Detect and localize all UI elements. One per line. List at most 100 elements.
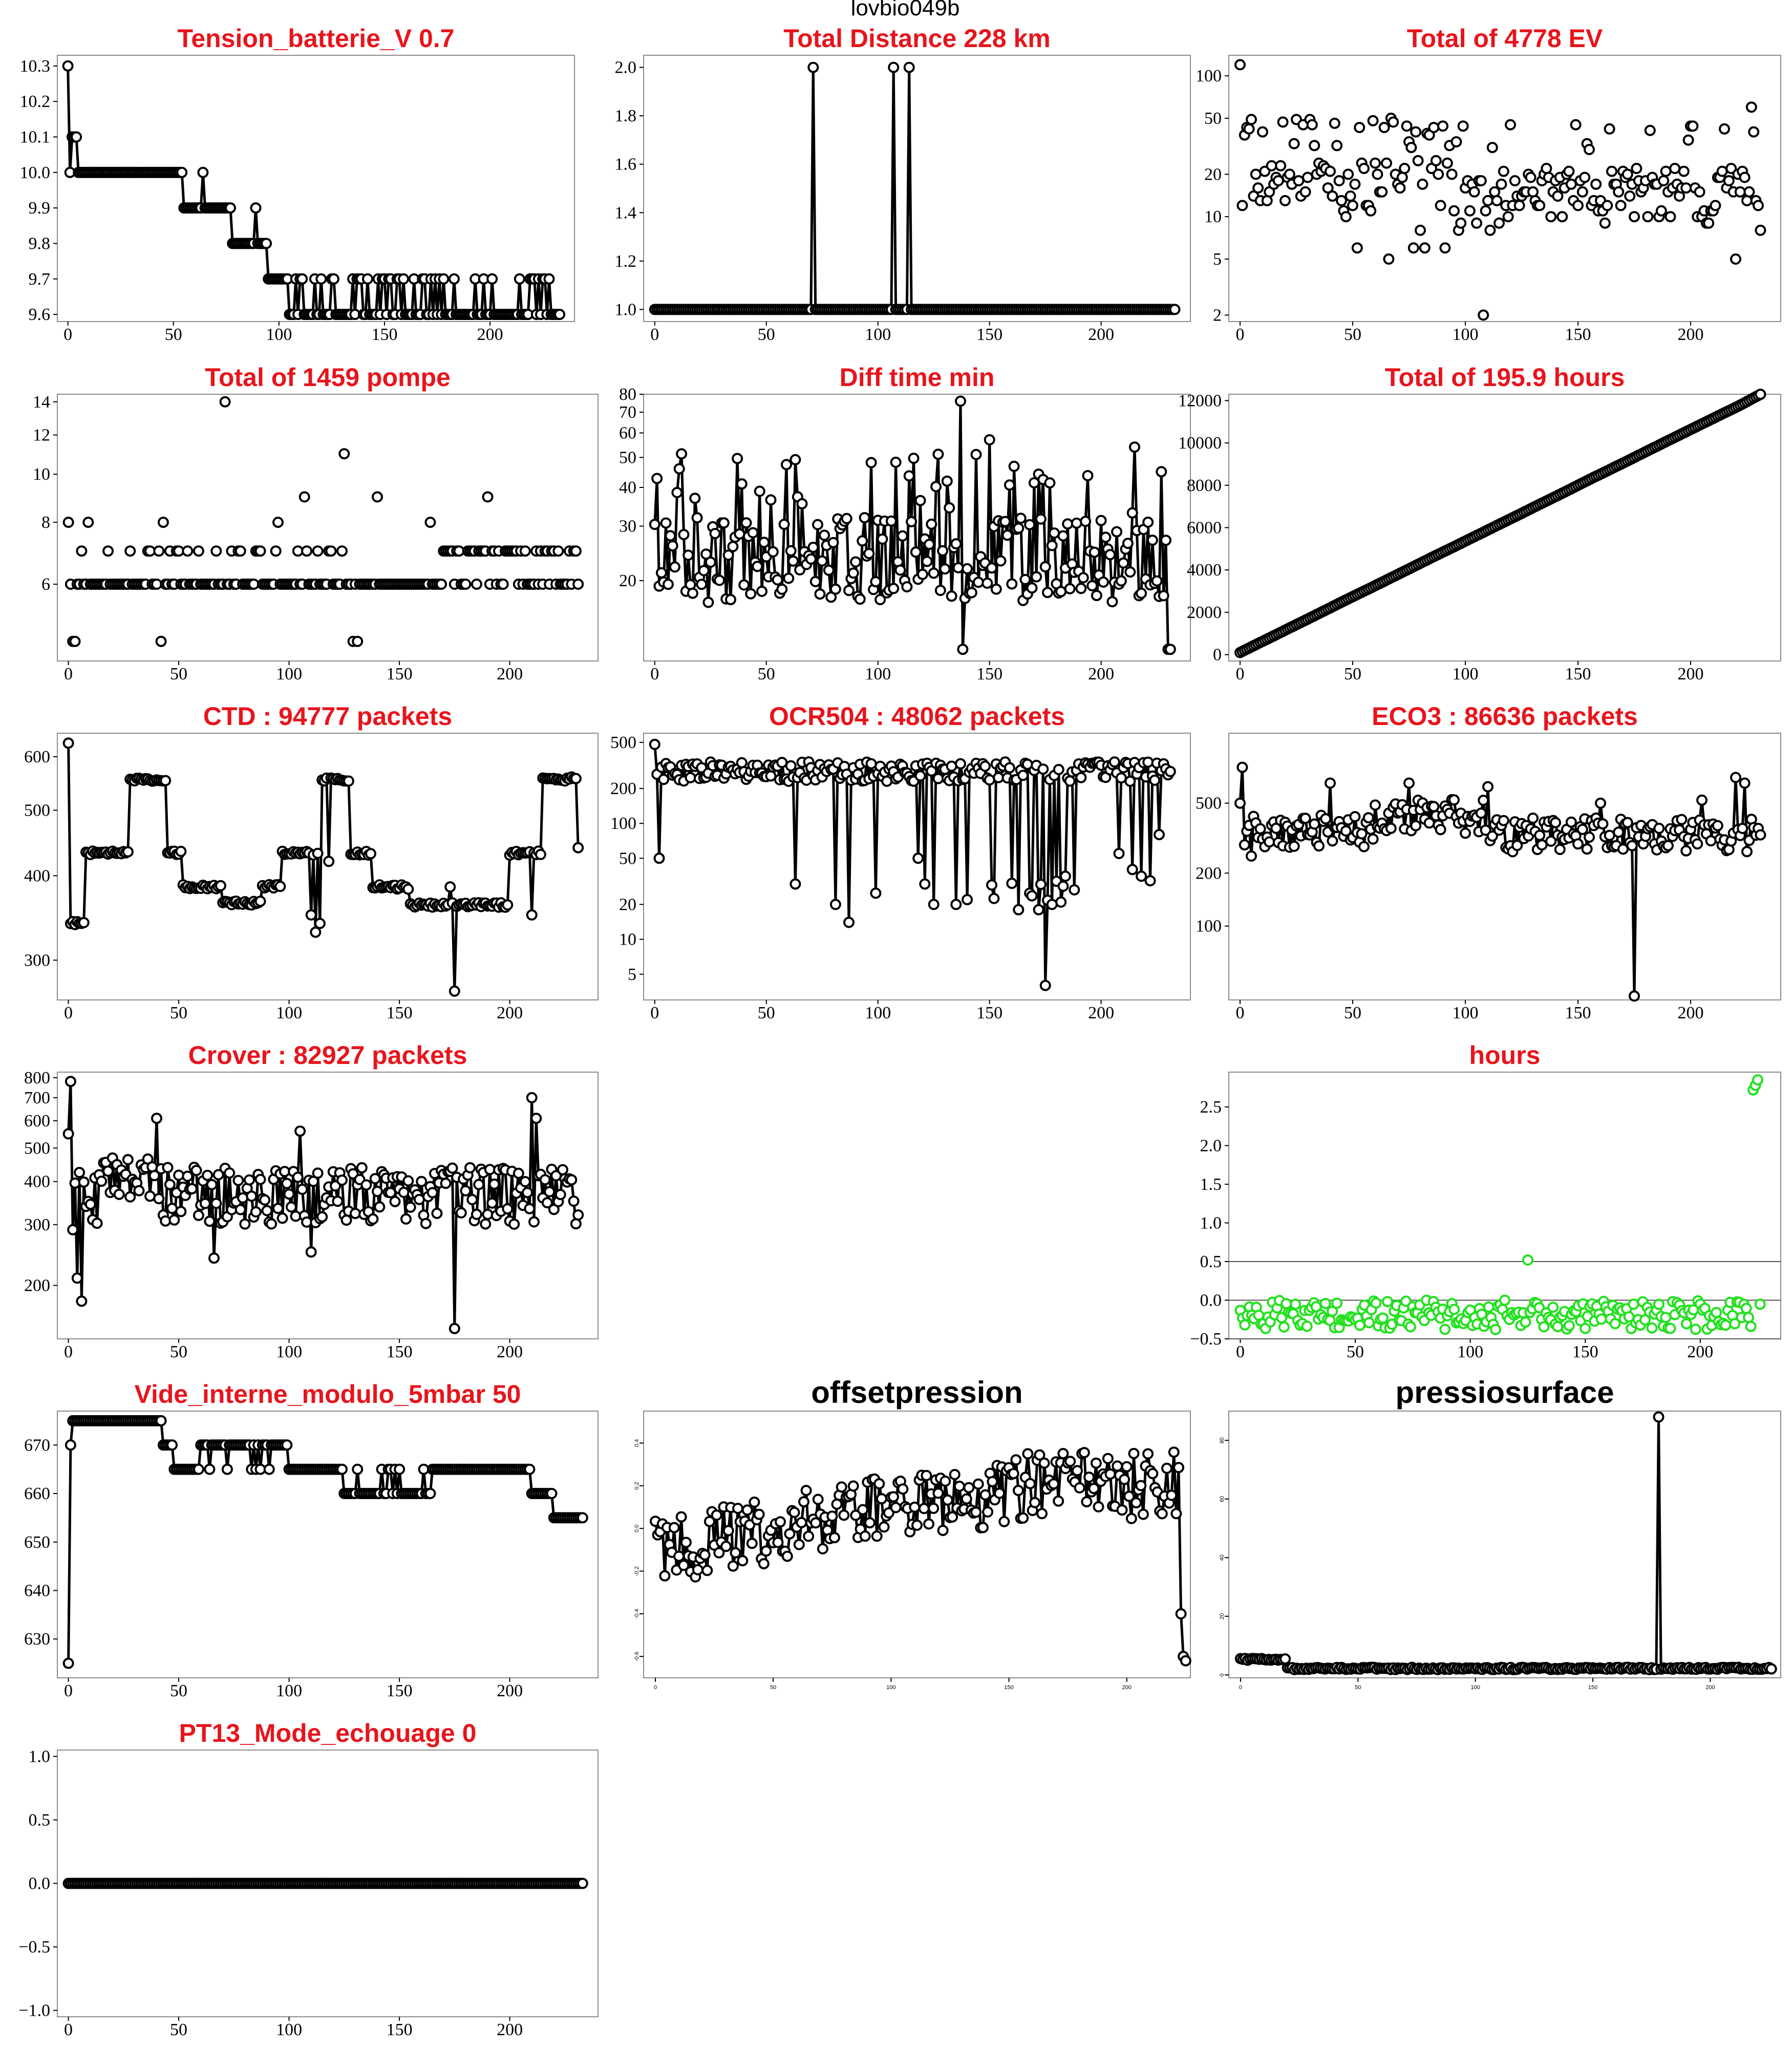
data-point xyxy=(1494,217,1505,229)
data-point xyxy=(1576,823,1588,835)
series-markers xyxy=(1234,1411,1777,1675)
data-point xyxy=(691,512,703,524)
x-tick-label: 0 xyxy=(64,2020,73,2039)
data-point xyxy=(65,1076,76,1087)
y-tick-label: 8000 xyxy=(1187,476,1222,495)
y-tick-label: 600 xyxy=(24,1112,50,1130)
x-tick-label: 150 xyxy=(387,1342,413,1361)
data-point xyxy=(568,1196,580,1207)
data-point xyxy=(1072,1465,1083,1477)
data-point xyxy=(1682,134,1694,146)
data-point xyxy=(1419,242,1431,254)
data-point xyxy=(1325,777,1336,789)
data-point xyxy=(926,518,937,530)
data-point xyxy=(1385,822,1397,834)
data-point xyxy=(91,1218,103,1229)
data-point xyxy=(298,491,310,503)
y-tick-label: 0 xyxy=(1213,646,1222,665)
data-point xyxy=(460,579,472,590)
x-tick-label: 0 xyxy=(650,665,659,684)
data-point xyxy=(1552,1321,1564,1333)
y-tick-label: 500 xyxy=(610,733,636,752)
data-point xyxy=(1580,1322,1591,1334)
y-tick-label: 10 xyxy=(1204,207,1222,226)
data-point xyxy=(1129,441,1140,453)
data-point xyxy=(1349,811,1361,823)
data-point xyxy=(1563,165,1575,177)
data-point xyxy=(1017,1512,1029,1524)
data-point xyxy=(990,583,1002,595)
series-markers xyxy=(649,395,1176,655)
data-point xyxy=(1035,513,1047,525)
data-point xyxy=(1112,1460,1123,1472)
data-point xyxy=(883,1507,894,1519)
data-point xyxy=(1029,1497,1041,1508)
x-tick-label: 100 xyxy=(276,1004,302,1022)
data-point xyxy=(1680,182,1692,194)
data-point xyxy=(281,1178,293,1189)
data-point xyxy=(1144,875,1156,887)
data-point xyxy=(854,593,866,605)
data-point xyxy=(1383,253,1395,265)
series-markers xyxy=(649,61,1181,315)
data-point xyxy=(244,1174,255,1186)
data-point xyxy=(460,1185,472,1197)
data-point xyxy=(1160,535,1171,546)
data-point xyxy=(826,1510,838,1522)
data-point xyxy=(1565,816,1577,828)
data-point xyxy=(175,1206,187,1218)
data-point xyxy=(1166,1489,1178,1501)
data-point xyxy=(471,579,482,590)
data-point xyxy=(1404,1321,1416,1333)
data-point xyxy=(234,1204,246,1215)
data-point xyxy=(1572,200,1584,211)
data-point xyxy=(1522,1254,1533,1266)
data-point xyxy=(1365,205,1377,217)
data-point xyxy=(982,1506,994,1518)
data-point xyxy=(714,574,726,586)
data-point xyxy=(940,1475,951,1487)
y-tick-label: 100 xyxy=(610,814,636,833)
data-point xyxy=(1135,1480,1147,1491)
y-tick-label: 700 xyxy=(24,1089,50,1107)
data-point xyxy=(1520,1316,1531,1328)
data-point xyxy=(962,894,973,906)
y-tick-label: 20 xyxy=(619,895,636,914)
panel-pompe: Total of 1459 pompe 0 50 100 150 200 6 8 10 12 14 xyxy=(33,363,599,684)
axes-frame xyxy=(57,1411,599,1678)
data-point xyxy=(1622,817,1633,828)
data-point xyxy=(1538,1321,1550,1333)
data-point xyxy=(1042,587,1053,599)
data-point xyxy=(831,1498,843,1510)
panel-ocr504: OCR504 : 48062 packets 0 50 100 150 200 5 10 20 5… xyxy=(610,702,1191,1022)
data-point xyxy=(986,879,997,891)
data-point xyxy=(746,1538,758,1549)
data-point xyxy=(1046,899,1058,910)
data-point xyxy=(1236,200,1248,211)
axes-frame xyxy=(57,394,599,662)
data-point xyxy=(1743,1312,1755,1324)
data-point xyxy=(1156,1508,1168,1520)
y-tick-label: 9.8 xyxy=(29,234,51,253)
data-point xyxy=(1716,165,1728,177)
data-point xyxy=(1309,140,1320,152)
data-point xyxy=(153,545,165,557)
data-point xyxy=(1345,190,1356,202)
data-point xyxy=(718,517,730,529)
data-point xyxy=(1306,119,1318,131)
data-point xyxy=(173,1169,185,1181)
data-point xyxy=(1377,1312,1389,1324)
y-tick-label: 70 xyxy=(619,403,636,422)
data-point xyxy=(787,555,799,567)
y-tick-label: 60 xyxy=(1219,1496,1225,1502)
data-point xyxy=(1161,1462,1172,1474)
data-point xyxy=(668,1522,680,1533)
data-point xyxy=(497,579,509,590)
data-point xyxy=(758,1558,770,1570)
data-point xyxy=(1646,1322,1658,1334)
data-point xyxy=(1446,168,1458,180)
data-point xyxy=(1168,1446,1180,1458)
data-point xyxy=(767,546,779,558)
data-point xyxy=(464,1162,476,1174)
data-point xyxy=(133,1185,145,1197)
